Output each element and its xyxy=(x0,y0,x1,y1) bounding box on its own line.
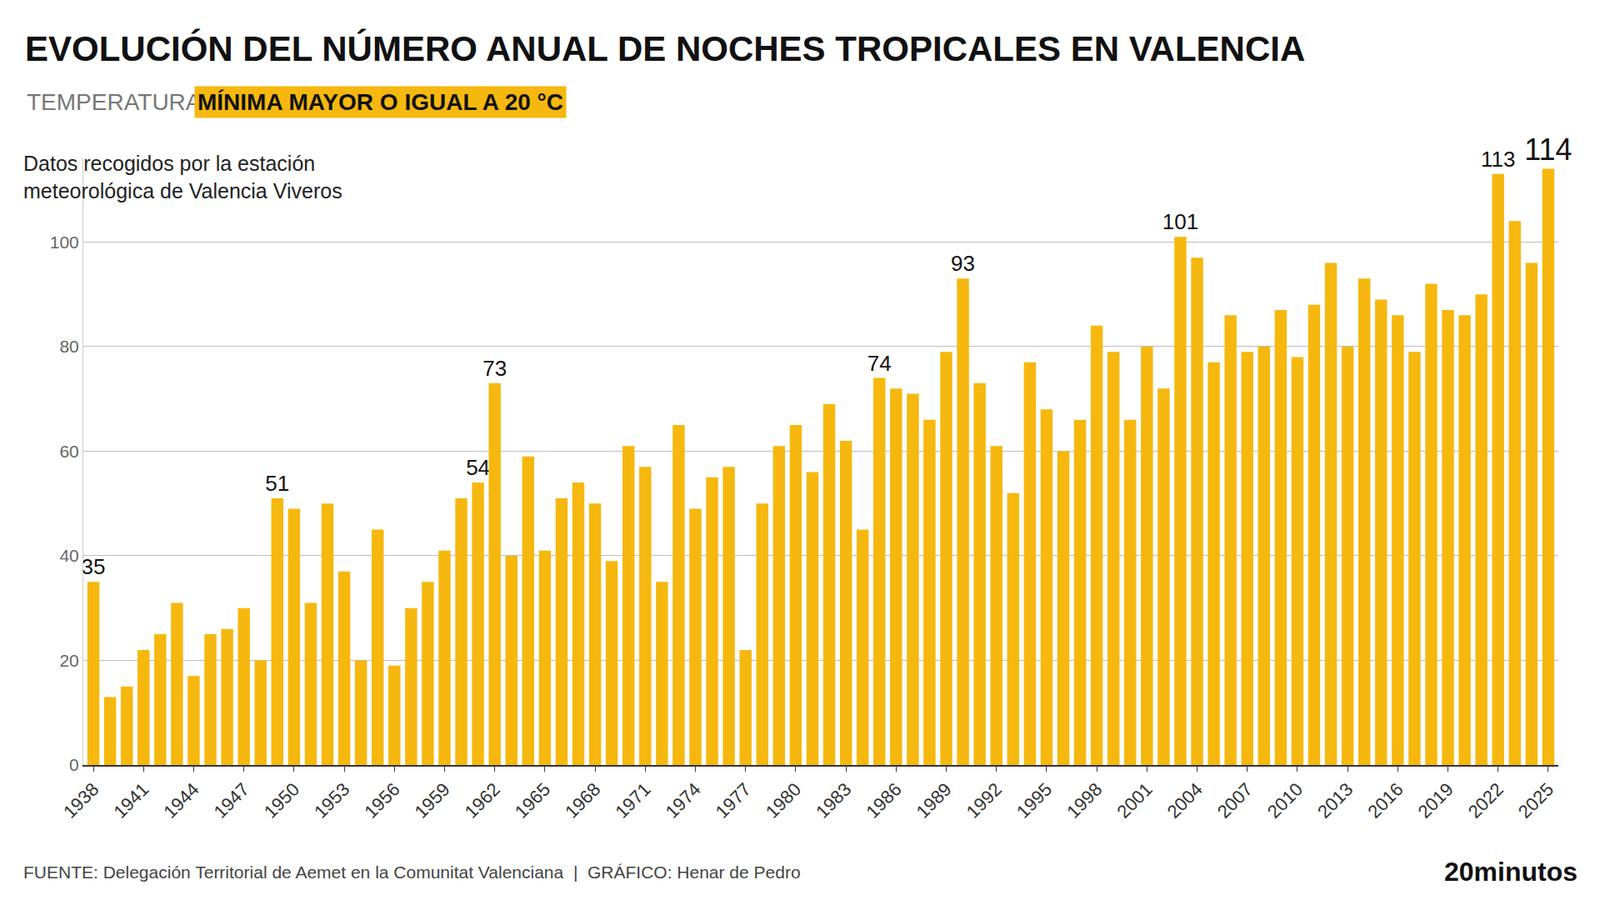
svg-text:54: 54 xyxy=(465,455,490,480)
svg-text:1995: 1995 xyxy=(1012,779,1056,823)
svg-text:1950: 1950 xyxy=(260,779,304,823)
svg-text:1941: 1941 xyxy=(109,779,153,823)
svg-text:20minutos: 20minutos xyxy=(1444,856,1578,887)
svg-text:1968: 1968 xyxy=(560,779,605,823)
svg-text:1992: 1992 xyxy=(962,779,1006,823)
svg-text:20: 20 xyxy=(59,650,79,670)
svg-text:1962: 1962 xyxy=(460,779,505,823)
svg-text:FUENTE: Delegación Territorial: FUENTE: Delegación Territorial de Aemet … xyxy=(23,862,801,882)
svg-text:0: 0 xyxy=(69,755,80,775)
svg-text:2022: 2022 xyxy=(1464,779,1508,823)
svg-text:2010: 2010 xyxy=(1263,779,1307,823)
svg-text:40: 40 xyxy=(59,545,79,565)
svg-text:1953: 1953 xyxy=(310,779,354,823)
svg-text:35: 35 xyxy=(81,554,106,580)
svg-text:113: 113 xyxy=(1480,146,1515,172)
svg-text:MÍNIMA MAYOR O IGUAL A 20 °C: MÍNIMA MAYOR O IGUAL A 20 °C xyxy=(197,89,564,115)
svg-text:1959: 1959 xyxy=(410,779,454,823)
svg-text:1989: 1989 xyxy=(912,779,956,823)
svg-text:EVOLUCIÓN DEL NÚMERO ANUAL DE: EVOLUCIÓN DEL NÚMERO ANUAL DE NOCHES TRO… xyxy=(25,28,1305,69)
svg-text:Datos recogidos por la estació: Datos recogidos por la estaciónmeteoroló… xyxy=(23,151,343,203)
svg-text:1947: 1947 xyxy=(210,779,254,823)
svg-text:93: 93 xyxy=(950,250,975,276)
svg-text:1938: 1938 xyxy=(59,779,103,823)
svg-text:2013: 2013 xyxy=(1313,779,1357,823)
svg-text:2004: 2004 xyxy=(1163,779,1207,823)
svg-text:1977: 1977 xyxy=(711,779,755,823)
svg-text:1956: 1956 xyxy=(360,779,404,823)
svg-text:2016: 2016 xyxy=(1363,779,1407,823)
svg-text:1998: 1998 xyxy=(1062,779,1106,823)
svg-text:114: 114 xyxy=(1524,132,1572,167)
svg-text:2007: 2007 xyxy=(1213,779,1257,823)
svg-text:74: 74 xyxy=(867,350,892,376)
svg-text:1980: 1980 xyxy=(761,779,805,823)
svg-text:1974: 1974 xyxy=(661,779,705,823)
svg-text:1986: 1986 xyxy=(861,779,905,823)
svg-text:1944: 1944 xyxy=(159,779,203,823)
svg-text:80: 80 xyxy=(59,336,79,356)
svg-text:2019: 2019 xyxy=(1414,779,1458,823)
svg-text:1983: 1983 xyxy=(811,779,855,823)
svg-text:TEMPERATURA: TEMPERATURA xyxy=(26,89,202,115)
svg-text:51: 51 xyxy=(265,470,290,496)
svg-text:1965: 1965 xyxy=(510,779,555,823)
svg-text:2001: 2001 xyxy=(1112,779,1156,823)
svg-text:73: 73 xyxy=(482,355,507,381)
svg-text:101: 101 xyxy=(1162,209,1199,235)
svg-text:1971: 1971 xyxy=(610,779,655,823)
svg-text:2025: 2025 xyxy=(1514,779,1558,823)
svg-text:60: 60 xyxy=(59,441,79,461)
svg-text:100: 100 xyxy=(50,232,80,252)
